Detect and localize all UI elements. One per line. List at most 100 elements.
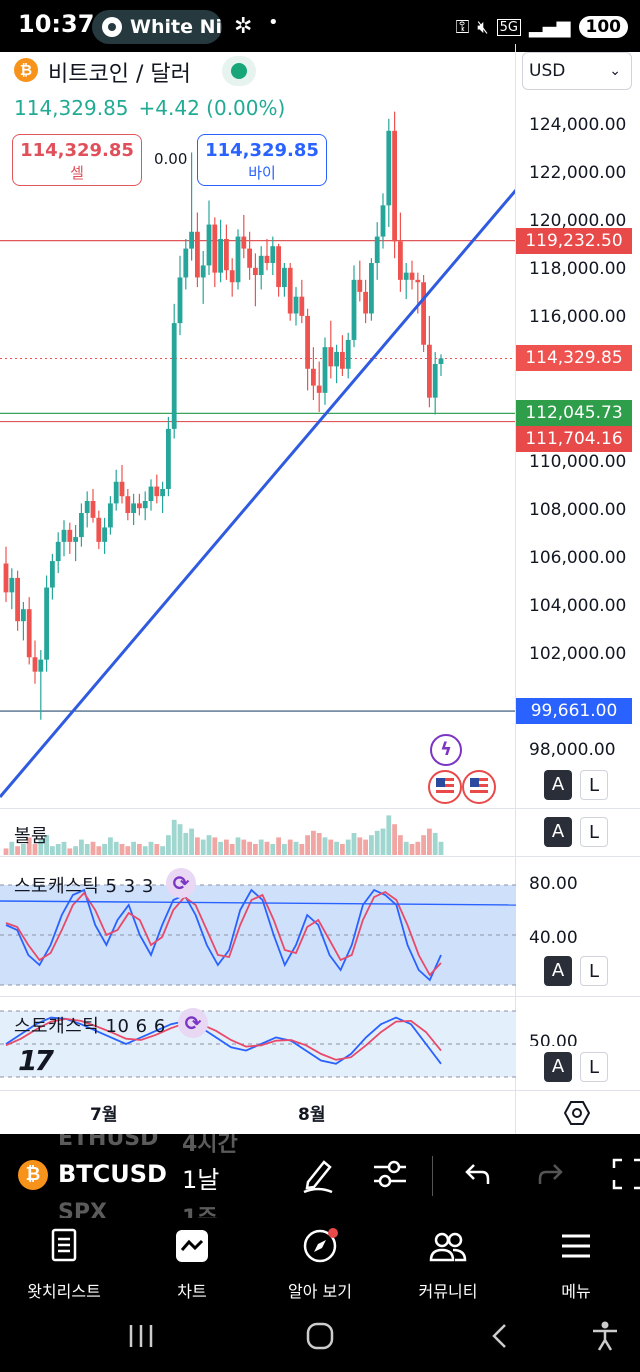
volume-bar xyxy=(73,846,78,855)
refresh-icon[interactable]: ⟳ xyxy=(178,1008,208,1038)
key-icon: ⚿ xyxy=(455,16,470,38)
volume-bar xyxy=(398,835,403,855)
candle xyxy=(131,503,136,514)
nav-community[interactable]: 커뮤니티 xyxy=(384,1226,512,1302)
stoch1-label: 40.00 xyxy=(529,928,578,948)
nav-menu[interactable]: 메뉴 xyxy=(512,1226,640,1302)
redo-icon[interactable] xyxy=(530,1154,570,1194)
network-label: 5G xyxy=(496,18,521,36)
currency-select[interactable]: USD ⌄ xyxy=(522,52,632,90)
volume-bar xyxy=(166,835,171,855)
volume-pane[interactable] xyxy=(0,809,516,856)
candle xyxy=(32,657,38,672)
volume-bar xyxy=(357,837,363,855)
pane-divider[interactable] xyxy=(0,1090,640,1091)
stochastic-pane-1[interactable] xyxy=(0,857,516,996)
price-chart[interactable] xyxy=(0,100,516,820)
price-axis-label: 124,000.00 xyxy=(529,115,627,135)
candle xyxy=(200,265,206,278)
auto-scale-button[interactable]: A xyxy=(544,770,572,800)
candle xyxy=(340,351,345,369)
pane-divider[interactable] xyxy=(0,808,640,809)
axis-divider xyxy=(515,44,516,1134)
auto-scale-button[interactable]: A xyxy=(544,956,572,986)
candle xyxy=(287,267,293,314)
symbol-picker[interactable]: BTCUSD xyxy=(58,1160,167,1188)
sell-price: 114,329.85 xyxy=(20,140,134,161)
auto-scale-button[interactable]: A xyxy=(544,1052,572,1082)
volume-bar xyxy=(137,844,142,855)
candle xyxy=(247,248,252,268)
candle xyxy=(218,238,223,273)
fullscreen-icon[interactable] xyxy=(608,1154,640,1194)
nav-explore[interactable]: 알아 보기 xyxy=(256,1226,384,1302)
bitcoin-icon: ₿ xyxy=(14,58,38,82)
status-pill-label: White Nig xyxy=(130,16,222,38)
undo-icon[interactable] xyxy=(458,1154,498,1194)
volume-bar xyxy=(206,835,212,855)
us-flag-icon[interactable] xyxy=(462,770,496,804)
price-change: +4.42 (0.00%) xyxy=(138,96,286,120)
price-tag: 114,329.85 xyxy=(516,345,632,372)
drawing-pen-icon[interactable] xyxy=(298,1154,338,1194)
nav-label: 왓치리스트 xyxy=(27,1282,101,1301)
ghost-interval: 4시간 xyxy=(182,1134,238,1157)
candle xyxy=(305,315,310,369)
time-label-august: 8월 xyxy=(298,1105,326,1125)
volume-bar xyxy=(229,844,235,855)
log-scale-button[interactable]: L xyxy=(580,770,608,800)
market-status-icon[interactable] xyxy=(222,56,256,86)
home-icon[interactable] xyxy=(305,1322,335,1350)
volume-bar xyxy=(212,837,218,855)
watchlist-icon xyxy=(51,1228,77,1262)
buy-price: 114,329.85 xyxy=(205,140,319,161)
candle xyxy=(270,246,276,264)
recent-apps-icon[interactable] xyxy=(126,1322,156,1350)
candle xyxy=(322,347,328,393)
volume-bar xyxy=(392,824,397,855)
status-pill[interactable]: White Nig xyxy=(92,10,222,44)
stochastic-pane-2[interactable] xyxy=(0,997,516,1090)
pane-divider[interactable] xyxy=(0,856,640,857)
candle xyxy=(3,563,9,593)
log-scale-button[interactable]: L xyxy=(580,817,608,847)
us-flag-icon[interactable] xyxy=(428,770,462,804)
volume-bar xyxy=(340,844,345,855)
volume-bar xyxy=(119,844,125,855)
settings-hexagon-icon[interactable] xyxy=(564,1100,590,1126)
volume-bar xyxy=(403,841,409,855)
lightning-icon[interactable]: ϟ xyxy=(430,734,462,766)
time-label-july: 7월 xyxy=(90,1105,118,1125)
price-axis-label: 120,000.00 xyxy=(529,211,627,232)
volume-bar xyxy=(38,839,44,855)
candle xyxy=(73,537,78,542)
candle xyxy=(212,224,218,273)
nav-watchlist[interactable]: 왓치리스트 xyxy=(0,1226,128,1302)
ghost-interval: 1주 xyxy=(182,1200,218,1218)
candle xyxy=(15,577,20,622)
volume-bar xyxy=(21,844,26,855)
log-scale-button[interactable]: L xyxy=(580,956,608,986)
accessibility-icon[interactable] xyxy=(590,1320,620,1352)
volume-bar xyxy=(50,846,55,855)
trend-line xyxy=(0,189,516,798)
volume-bar xyxy=(305,835,310,855)
buy-button[interactable]: 114,329.85 바이 xyxy=(197,134,327,186)
pane-divider[interactable] xyxy=(0,996,640,997)
volume-bar xyxy=(177,824,183,855)
sell-button[interactable]: 114,329.85 셀 xyxy=(12,134,142,186)
indicator-settings-icon[interactable] xyxy=(370,1154,410,1194)
volume-bar xyxy=(44,835,49,855)
interval-picker[interactable]: 1날 xyxy=(182,1166,220,1194)
auto-scale-button[interactable]: A xyxy=(544,817,572,847)
ghost-symbol: ETHUSD xyxy=(58,1134,159,1151)
refresh-icon[interactable]: ⟳ xyxy=(166,868,196,898)
candle xyxy=(299,296,305,316)
candle xyxy=(235,236,241,283)
ghost-symbol: SPX xyxy=(58,1200,107,1218)
back-icon[interactable] xyxy=(486,1322,514,1350)
log-scale-button[interactable]: L xyxy=(580,1052,608,1082)
nav-chart[interactable]: 차트 xyxy=(128,1226,256,1302)
symbol-title[interactable]: 비트코인 / 달러 xyxy=(48,62,191,87)
volume-bar xyxy=(3,848,9,855)
